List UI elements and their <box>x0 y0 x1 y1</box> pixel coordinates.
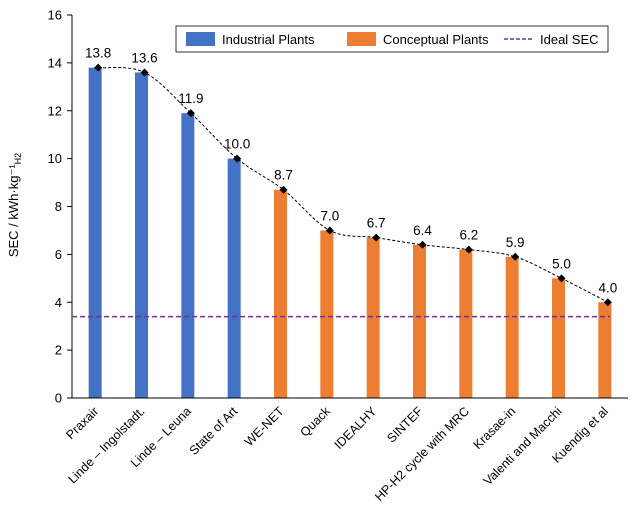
trend-marker <box>603 298 612 307</box>
x-tick-label: Quack <box>297 404 333 440</box>
data-label: 6.7 <box>367 216 386 231</box>
y-axis-title: SEC / kWh·kg⁻¹H2 <box>6 153 23 257</box>
y-tick-label: 14 <box>48 55 62 70</box>
trend-marker <box>279 185 288 194</box>
data-label: 4.0 <box>598 280 617 295</box>
y-tick-label: 16 <box>48 8 62 23</box>
bar <box>181 113 195 399</box>
legend-swatch <box>186 32 215 46</box>
y-tick-label: 12 <box>48 103 62 118</box>
y-tick-label: 2 <box>55 343 62 358</box>
trend-marker <box>94 63 103 72</box>
y-tick-label: 10 <box>48 151 62 166</box>
x-tick-label: Praxair <box>63 404 101 442</box>
x-tick-label: Krasae-in <box>471 404 519 452</box>
trend-line <box>94 63 612 307</box>
bar <box>366 237 380 398</box>
y-axis: 0 2 4 6 8 10 12 14 16 <box>48 8 73 406</box>
x-tick-label: IDEALHY <box>332 404 380 452</box>
legend-swatch <box>347 32 376 46</box>
bar <box>135 72 148 398</box>
data-label: 5.0 <box>552 256 571 271</box>
data-label: 6.2 <box>459 228 478 243</box>
x-tick-label: WE-NET <box>242 404 287 449</box>
bar <box>598 302 612 398</box>
trend-marker <box>557 274 566 283</box>
bar <box>274 189 287 398</box>
bar <box>413 244 426 398</box>
svg-text:SEC / kWh·kg⁻¹H2: SEC / kWh·kg⁻¹H2 <box>6 153 23 257</box>
trend-marker <box>325 226 334 235</box>
bar <box>552 278 565 398</box>
bar <box>459 249 473 398</box>
bar <box>227 158 241 398</box>
trend-marker <box>372 233 381 242</box>
bar <box>320 230 334 398</box>
bars <box>88 67 612 399</box>
trend-marker <box>418 240 427 249</box>
data-labels: 13.8 13.6 11.9 10.0 8.7 7.0 6.7 6.4 6.2 5.9 5.0 4.0 <box>85 46 617 296</box>
y-tick-label: 8 <box>55 199 62 214</box>
x-tick-label: State of Art <box>187 404 241 458</box>
legend-label: Ideal SEC <box>540 32 599 47</box>
data-label: 11.9 <box>178 91 203 106</box>
y-axis-title-main: SEC / kWh·kg⁻¹ <box>6 164 21 257</box>
x-tick-label: Valenti and Macchi <box>481 404 565 488</box>
x-tick-label: SINTEF <box>384 404 426 446</box>
legend: Industrial Plants Conceptual Plants Ideal … <box>175 25 609 53</box>
trend-marker <box>233 154 242 163</box>
x-tick-label: HP-H2 cycle with MRC <box>372 404 472 504</box>
y-tick-label: 0 <box>55 391 62 406</box>
trend-curve <box>98 67 609 303</box>
y-axis-title-subscript: H2 <box>13 153 23 165</box>
y-tick-label: 6 <box>55 247 62 262</box>
legend-label: Conceptual Plants <box>383 32 489 47</box>
trend-marker <box>511 252 520 261</box>
bar <box>88 67 102 398</box>
data-label: 8.7 <box>274 168 293 183</box>
data-label: 10.0 <box>224 137 250 152</box>
trend-marker <box>140 68 149 77</box>
data-label: 5.9 <box>506 235 525 250</box>
trend-marker <box>186 109 195 118</box>
bar <box>505 256 519 398</box>
data-label: 13.8 <box>85 46 111 61</box>
legend-box <box>175 25 609 53</box>
data-label: 7.0 <box>320 208 339 223</box>
legend-label: Industrial Plants <box>222 32 315 47</box>
y-tick-label: 4 <box>55 295 62 310</box>
data-label: 6.4 <box>413 223 432 238</box>
data-label: 13.6 <box>131 50 157 65</box>
trend-marker <box>464 245 473 254</box>
